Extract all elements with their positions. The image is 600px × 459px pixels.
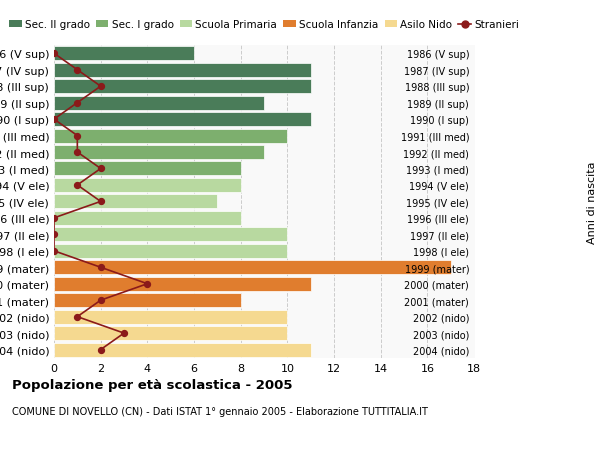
- Bar: [54, 195, 217, 209]
- Point: [49, 231, 59, 239]
- Bar: [54, 146, 264, 160]
- Point: [96, 83, 106, 90]
- Text: COMUNE DI NOVELLO (CN) - Dati ISTAT 1° gennaio 2005 - Elaborazione TUTTITALIA.IT: COMUNE DI NOVELLO (CN) - Dati ISTAT 1° g…: [12, 406, 428, 416]
- Point: [73, 149, 82, 157]
- Bar: [54, 277, 311, 291]
- Point: [49, 247, 59, 255]
- Point: [96, 165, 106, 173]
- Point: [73, 182, 82, 189]
- Bar: [54, 212, 241, 225]
- Bar: [54, 228, 287, 242]
- Text: Anni di nascita: Anni di nascita: [587, 161, 597, 243]
- Bar: [54, 294, 241, 308]
- Point: [96, 346, 106, 353]
- Bar: [54, 162, 241, 176]
- Bar: [54, 179, 241, 192]
- Legend: Sec. II grado, Sec. I grado, Scuola Primaria, Scuola Infanzia, Asilo Nido, Stran: Sec. II grado, Sec. I grado, Scuola Prim…: [5, 16, 523, 34]
- Point: [119, 330, 129, 337]
- Bar: [54, 343, 311, 357]
- Bar: [54, 63, 311, 78]
- Bar: [54, 113, 311, 127]
- Bar: [54, 129, 287, 143]
- Point: [73, 100, 82, 107]
- Bar: [54, 310, 287, 324]
- Bar: [54, 80, 311, 94]
- Bar: [54, 96, 264, 110]
- Point: [73, 67, 82, 74]
- Point: [49, 215, 59, 222]
- Bar: [54, 47, 194, 61]
- Point: [73, 313, 82, 321]
- Bar: [54, 326, 287, 341]
- Point: [96, 297, 106, 304]
- Point: [96, 264, 106, 271]
- Bar: [54, 244, 287, 258]
- Point: [143, 280, 152, 288]
- Point: [49, 116, 59, 123]
- Bar: [54, 261, 451, 274]
- Point: [49, 50, 59, 58]
- Point: [73, 133, 82, 140]
- Point: [96, 198, 106, 206]
- Text: Popolazione per età scolastica - 2005: Popolazione per età scolastica - 2005: [12, 379, 293, 392]
